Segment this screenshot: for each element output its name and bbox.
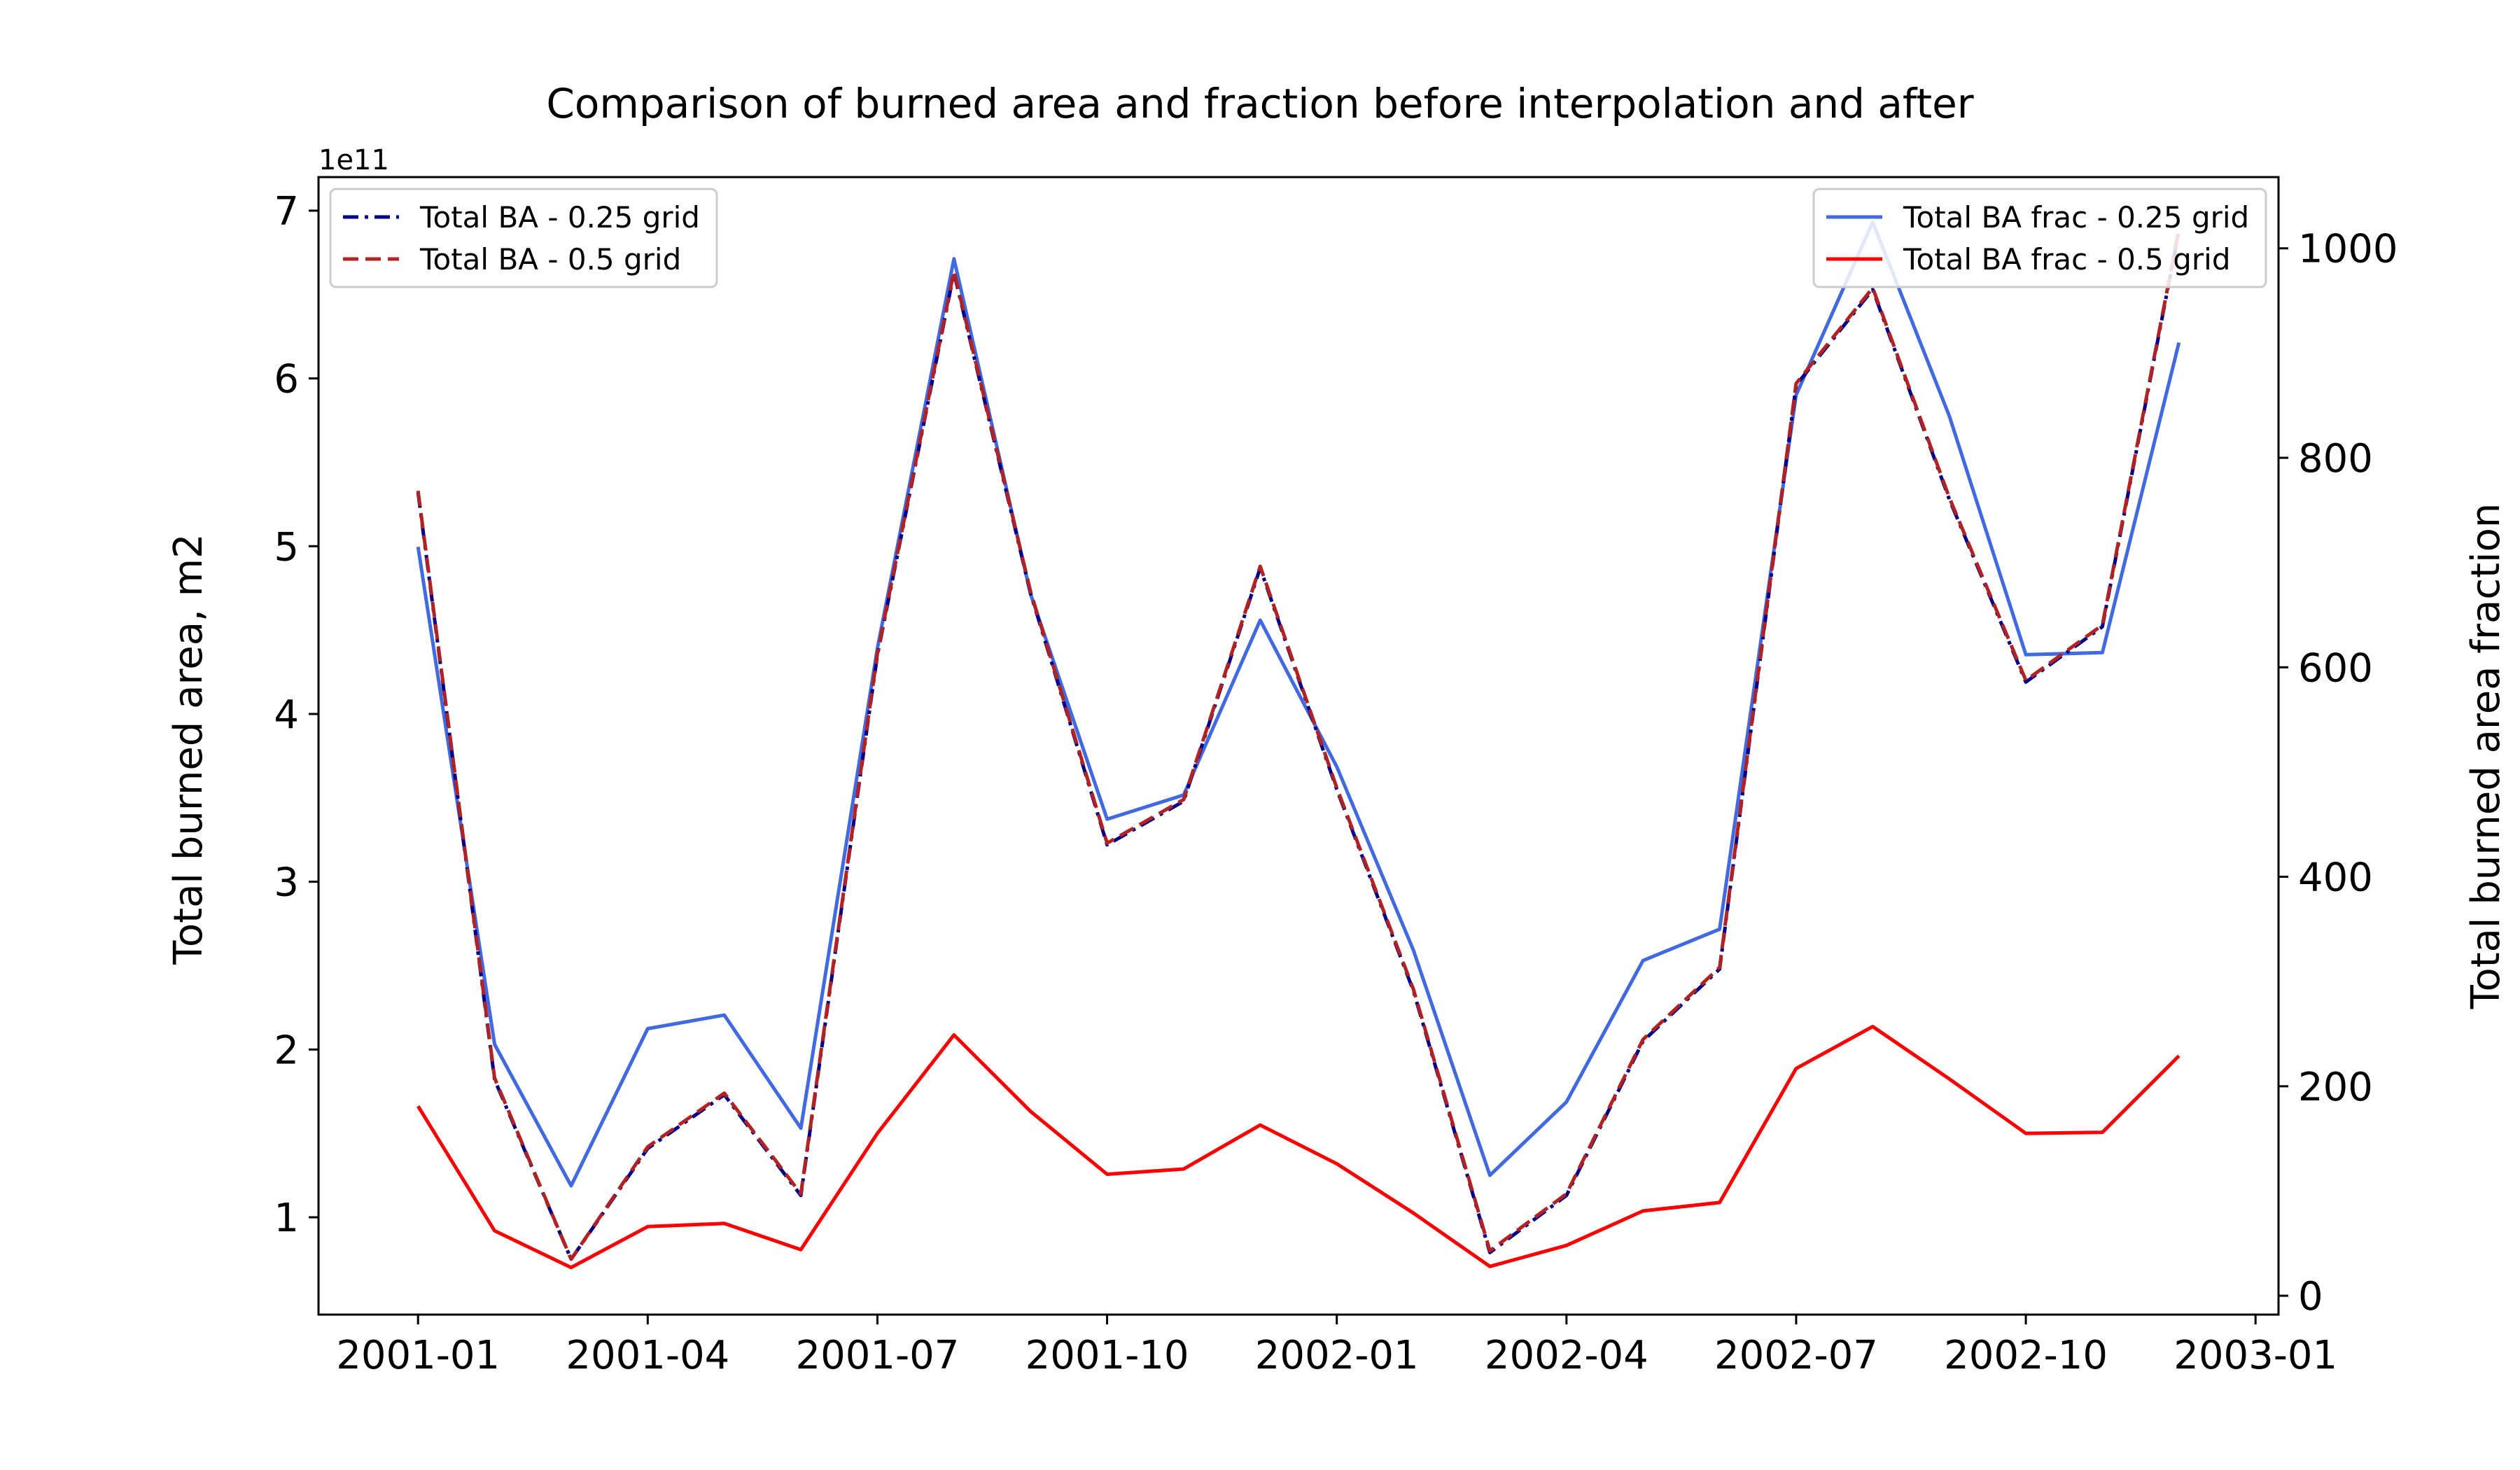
right-tick-label: 200 (2298, 1065, 2373, 1110)
x-tick-label: 2001-04 (566, 1333, 729, 1378)
left-tick-label: 6 (274, 357, 299, 402)
legend-right-label: Total BA frac - 0.5 grid (1903, 242, 2230, 276)
x-tick-label: 2001-10 (1026, 1333, 1189, 1378)
left-tick-label: 7 (274, 189, 299, 234)
axes: 1 2 3 4 5 6 7 0 200 400 600 800 1000 2001-01 2001-04 20… (274, 176, 2398, 1378)
right-axis-label: Total burned area fraction (2463, 503, 2509, 1010)
series-line-1 (416, 230, 2181, 1261)
right-tick-label: 1000 (2298, 227, 2398, 272)
left-axis-offset-text: 1e11 (318, 144, 389, 176)
x-tick-label: 2002-10 (1944, 1333, 2108, 1378)
plot-area (416, 220, 2181, 1270)
right-tick-label: 800 (2298, 436, 2373, 482)
x-tick-label: 2002-04 (1485, 1333, 1648, 1378)
x-tick-label: 2003-01 (2174, 1333, 2337, 1378)
left-tick-label: 5 (274, 524, 299, 570)
x-tick-label: 2002-01 (1255, 1333, 1419, 1378)
series-line-2 (416, 228, 2181, 1261)
x-tick-label: 2001-07 (795, 1333, 959, 1378)
legends: Total BA - 0.25 grid Total BA - 0.5 grid T… (329, 188, 2267, 288)
legend-left-label: Total BA - 0.25 grid (419, 200, 700, 234)
right-tick-label: 600 (2298, 645, 2373, 691)
legend-right-label: Total BA frac - 0.25 grid (1903, 200, 2249, 234)
left-tick-label: 2 (274, 1028, 299, 1073)
legend-left-label: Total BA - 0.5 grid (419, 242, 681, 276)
left-axis-label: Total burned area, m2 (166, 533, 211, 965)
legend-left-box (329, 188, 718, 288)
left-tick-label: 1 (274, 1196, 299, 1241)
series-line-4 (416, 1025, 2180, 1270)
x-tick-label: 2002-07 (1714, 1333, 1878, 1378)
chart-title: Comparison of burned area and fraction b… (546, 80, 1973, 127)
left-tick-label: 4 (274, 692, 299, 738)
right-tick-label: 400 (2298, 855, 2373, 901)
x-tick-label: 2001-01 (336, 1333, 500, 1378)
legend-right-box (1812, 188, 2267, 288)
right-tick-label: 0 (2298, 1274, 2323, 1320)
left-tick-label: 3 (274, 860, 299, 906)
plot-frame (317, 176, 2280, 1316)
series-line-3 (416, 220, 2181, 1188)
